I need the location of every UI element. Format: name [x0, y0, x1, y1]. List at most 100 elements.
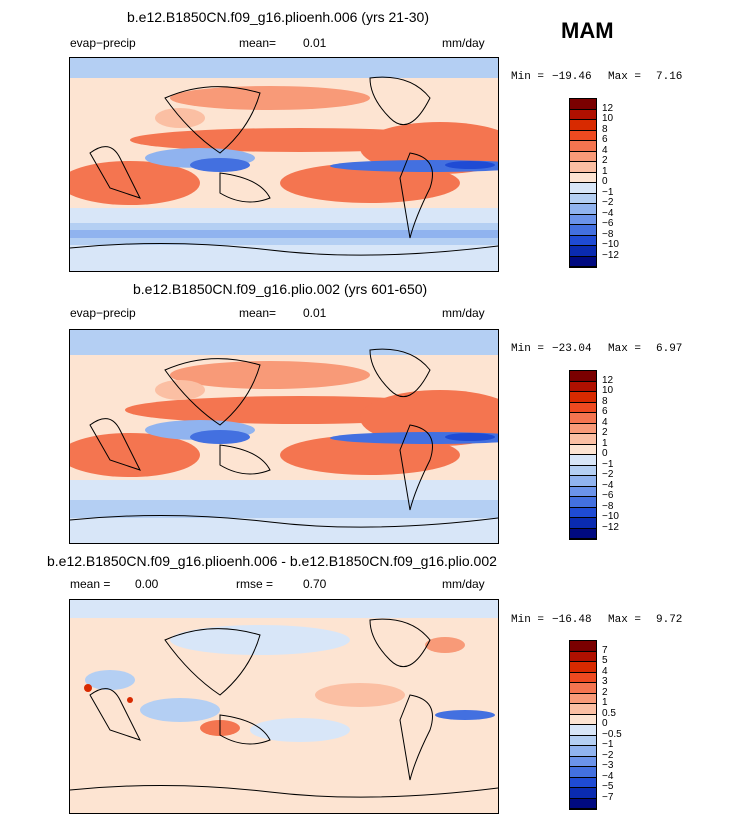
- panel1-map-field: [70, 58, 498, 271]
- colorbar-swatch: [570, 204, 596, 215]
- colorbar-tick-label: 4: [602, 665, 608, 677]
- colorbar-swatch: [570, 641, 596, 652]
- colorbar-swatch: [570, 151, 596, 162]
- colorbar-swatch: [570, 183, 596, 194]
- colorbar-tick-label: −5: [602, 781, 614, 792]
- colorbar-tick-label: 1: [602, 697, 608, 708]
- colorbar-tick-label: 8: [602, 395, 608, 407]
- panel2-title: b.e12.B1850CN.f09_g16.plio.002 (yrs 601-…: [133, 281, 428, 297]
- panel3-colorbar: 7 5 4 3 2 1 0.5 0 −0.5 −1 −2 −3 −4 −5 −7: [569, 640, 622, 810]
- colorbar-tick-label: −0.5: [602, 728, 622, 740]
- colorbar-swatch: [570, 256, 596, 267]
- colorbar-tick-label: 0: [602, 718, 608, 729]
- colorbar-swatch: [570, 423, 596, 434]
- colorbar-swatch: [570, 225, 596, 236]
- colorbar-swatch: [570, 130, 596, 141]
- colorbar-swatch: [570, 777, 596, 788]
- colorbar-tick-label: −7: [602, 791, 614, 803]
- colorbar-swatch: [570, 528, 596, 539]
- colorbar-tick-label: −1: [602, 739, 614, 750]
- colorbar-swatch: [570, 392, 596, 403]
- panel1-variable-label: evap−precip: [70, 36, 136, 50]
- colorbar-tick-label: 6: [602, 406, 608, 417]
- panel2-max-label: Max =: [608, 343, 648, 355]
- colorbar-swatch: [570, 704, 596, 715]
- panel1-min-value: −19.46: [552, 71, 592, 83]
- panel2-variable-label: evap−precip: [70, 306, 136, 320]
- colorbar-tick-label: −8: [602, 500, 614, 512]
- colorbar-swatch: [570, 486, 596, 497]
- colorbar-tick-label: −10: [602, 511, 619, 522]
- colorbar-tick-label: 1: [602, 165, 608, 177]
- colorbar-swatch: [570, 798, 596, 809]
- colorbar-tick-label: 2: [602, 155, 608, 166]
- colorbar-tick-label: 6: [602, 134, 608, 145]
- panel3-rmse-label: rmse =: [236, 577, 274, 591]
- colorbar-swatch: [570, 235, 596, 246]
- colorbar-tick-label: −4: [602, 479, 614, 491]
- colorbar-swatch: [570, 672, 596, 683]
- colorbar-tick-label: −1: [602, 458, 614, 470]
- panel1-mean-label: mean=: [239, 36, 277, 50]
- colorbar-swatch: [570, 381, 596, 392]
- colorbar-swatch: [570, 434, 596, 445]
- colorbar-swatch: [570, 413, 596, 424]
- colorbar-swatch: [570, 455, 596, 466]
- colorbar-swatch: [570, 214, 596, 225]
- colorbar-swatch: [570, 465, 596, 476]
- colorbar-tick-label: −10: [602, 239, 619, 250]
- colorbar-tick-label: 12: [602, 102, 614, 114]
- colorbar-tick-label: −6: [602, 490, 614, 501]
- colorbar-swatch: [570, 402, 596, 413]
- panel1-max-label: Max =: [608, 71, 648, 83]
- colorbar-swatch: [570, 518, 596, 529]
- colorbar-swatch: [570, 476, 596, 487]
- colorbar-swatch: [570, 651, 596, 662]
- colorbar-tick-label: −1: [602, 186, 614, 198]
- colorbar-tick-label: 10: [602, 113, 614, 124]
- colorbar-swatch: [570, 99, 596, 110]
- panel2-mean-label: mean=: [239, 306, 277, 320]
- panel1-min-label: Min =: [511, 71, 551, 83]
- colorbar-tick-label: 1: [602, 437, 608, 449]
- colorbar-tick-label: 3: [602, 676, 608, 687]
- colorbar-tick-label: 0.5: [602, 707, 616, 719]
- colorbar-swatch: [570, 162, 596, 173]
- colorbar-tick-label: 0: [602, 448, 608, 459]
- panel3-max-label: Max =: [608, 614, 648, 626]
- colorbar-tick-label: −4: [602, 770, 614, 782]
- colorbar-tick-label: −12: [602, 249, 619, 261]
- colorbar-tick-label: 4: [602, 416, 608, 428]
- panel2-colorbar: 12 10 8 6 4 2 1 0 −1 −2 −4 −6 −8 −10 −12: [569, 370, 619, 540]
- colorbar-tick-label: −2: [602, 197, 614, 208]
- colorbar-swatch: [570, 725, 596, 736]
- colorbar-swatch: [570, 193, 596, 204]
- colorbar-swatch: [570, 746, 596, 757]
- season-label: MAM: [561, 18, 614, 43]
- colorbar-tick-label: −6: [602, 218, 614, 229]
- colorbar-tick-label: 8: [602, 123, 608, 135]
- colorbar-tick-label: 0: [602, 176, 608, 187]
- colorbar-swatch: [570, 246, 596, 257]
- panel2-mean-value: 0.01: [303, 306, 327, 320]
- panel3-map: [69, 599, 499, 814]
- panel1-map: [69, 57, 499, 272]
- panel3-max-value: 9.72: [656, 614, 683, 626]
- colorbar-tick-label: −2: [602, 749, 614, 761]
- panel1-max-value: 7.16: [656, 71, 683, 83]
- panel2-units: mm/day: [442, 306, 485, 320]
- panel2-map-field: [70, 330, 498, 543]
- panel3-map-field: [70, 600, 498, 813]
- panel2-min-label: Min =: [511, 343, 551, 355]
- colorbar-swatch: [570, 693, 596, 704]
- colorbar-tick-label: 2: [602, 686, 608, 698]
- colorbar-swatch: [570, 444, 596, 455]
- colorbar-swatch: [570, 109, 596, 120]
- panel2-max-value: 6.97: [656, 343, 683, 355]
- colorbar-tick-label: −12: [602, 521, 619, 533]
- colorbar-swatch: [570, 714, 596, 725]
- colorbar-tick-label: 7: [602, 644, 608, 656]
- colorbar-swatch: [570, 767, 596, 778]
- panel1-mean-value: 0.01: [303, 36, 327, 50]
- colorbar-swatch: [570, 141, 596, 152]
